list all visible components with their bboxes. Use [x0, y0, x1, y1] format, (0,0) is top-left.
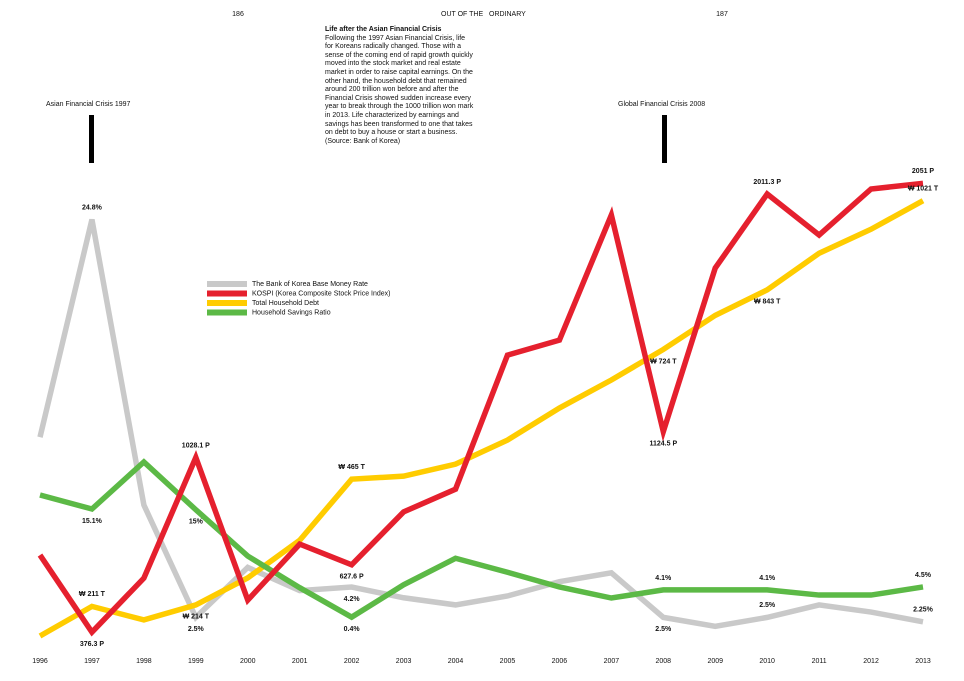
- x-tick-label: 1999: [188, 658, 204, 665]
- marker-bar: [662, 115, 667, 163]
- description: Life after the Asian Financial Crisis Fo…: [325, 26, 475, 146]
- x-tick-label: 2012: [863, 658, 879, 665]
- data-label: 2.5%: [188, 626, 205, 633]
- series-line: [37, 218, 924, 630]
- legend-label: KOSPI (Korea Composite Stock Price Index…: [252, 290, 391, 297]
- data-label: 4.2%: [344, 596, 361, 603]
- data-label: 1028.1 P: [182, 442, 210, 449]
- data-label: 2051 P: [912, 168, 935, 175]
- series-line: [37, 180, 924, 637]
- page-number: 186: [232, 11, 244, 18]
- x-tick-label: 1996: [32, 658, 48, 665]
- data-label: ₩ 211 T: [79, 591, 106, 598]
- legend-label: The Bank of Korea Base Money Rate: [252, 281, 368, 288]
- x-tick-label: 2003: [396, 658, 412, 665]
- data-label: ₩ 465 T: [338, 464, 365, 471]
- x-tick-label: 2010: [759, 658, 775, 665]
- source: (Source: Bank of Korea): [325, 137, 401, 145]
- x-tick-label: 2002: [344, 658, 360, 665]
- x-tick-label: 1998: [136, 658, 152, 665]
- legend-swatch: [207, 281, 247, 287]
- data-label: 627.6 P: [340, 574, 364, 581]
- description-title: Life after the Asian Financial Crisis: [325, 26, 442, 33]
- data-label: 15%: [189, 519, 204, 526]
- data-label: ₩ 843 T: [754, 299, 781, 306]
- legend-label: Total Household Debt: [252, 300, 319, 307]
- data-label: 24.8%: [82, 204, 103, 211]
- page-number: 187: [716, 11, 728, 18]
- data-label: ₩ 214 T: [183, 614, 210, 621]
- x-tick-label: 2007: [604, 658, 620, 665]
- data-label: ₩ 724 T: [650, 358, 677, 365]
- legend-label: Household Savings Ratio: [252, 309, 331, 316]
- data-label: ₩ 1021 T: [908, 186, 939, 193]
- data-label: 2.5%: [655, 626, 672, 633]
- data-label: 4.5%: [915, 572, 932, 579]
- data-label: 0.4%: [344, 626, 361, 633]
- legend-swatch: [207, 290, 247, 297]
- legend-swatch: [207, 300, 247, 306]
- data-label: 4.1%: [759, 575, 776, 582]
- header-text: ORDINARY: [489, 11, 526, 18]
- x-tick-label: 1997: [84, 658, 100, 665]
- x-tick-label: 2009: [707, 658, 723, 665]
- data-label: 15.1%: [82, 518, 103, 525]
- annotation: Asian Financial Crisis 1997: [46, 101, 131, 108]
- data-label: 2.5%: [759, 602, 776, 609]
- x-tick-label: 2004: [448, 658, 464, 665]
- data-label: 4.1%: [655, 575, 672, 582]
- x-tick-label: 2005: [500, 658, 516, 665]
- series-line: [39, 458, 924, 621]
- data-label: 1124.5 P: [649, 440, 677, 447]
- x-tick-label: 2011: [812, 658, 827, 665]
- data-label: 376.3 P: [80, 641, 104, 648]
- legend-swatch: [207, 309, 247, 316]
- x-tick-label: 2006: [552, 658, 568, 665]
- header-text: OUT OF THE: [441, 11, 483, 18]
- series-line: [38, 198, 925, 639]
- data-label: 2.25%: [913, 607, 934, 614]
- x-tick-label: 2008: [656, 658, 672, 665]
- x-tick-label: 2001: [292, 658, 308, 665]
- annotation: Global Financial Crisis 2008: [618, 101, 705, 108]
- x-tick-label: 2013: [915, 658, 931, 665]
- x-tick-label: 2000: [240, 658, 256, 665]
- description-text: Following the 1997 Asian Financial Crisi…: [325, 34, 474, 137]
- marker-bar: [89, 115, 94, 163]
- data-label: 2011.3 P: [753, 179, 781, 186]
